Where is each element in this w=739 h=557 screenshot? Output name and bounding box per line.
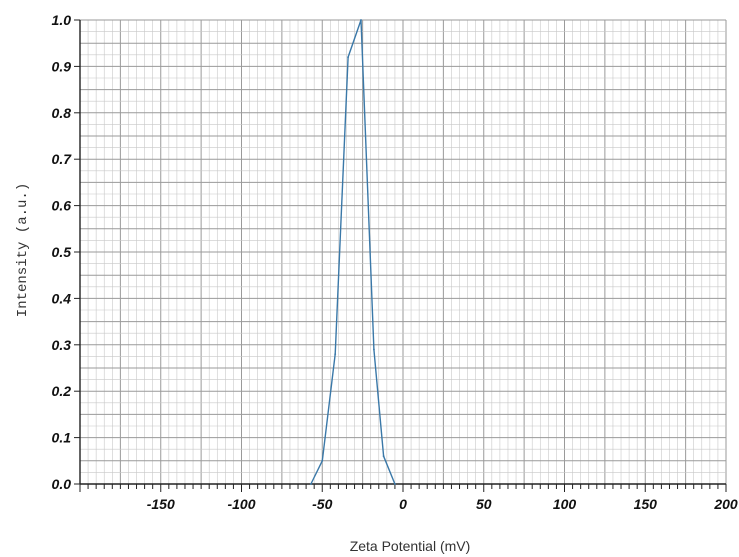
x-tick-label: 100	[553, 496, 577, 512]
data-point	[373, 348, 375, 351]
x-tick-label: -100	[227, 496, 255, 512]
series-line	[310, 19, 396, 485]
x-axis-label: Zeta Potential (mV)	[350, 538, 471, 554]
x-tick-label: -50	[312, 496, 332, 512]
y-tick-label: 0.1	[52, 430, 72, 446]
data-point	[310, 483, 312, 485]
series-layer	[310, 19, 396, 485]
data-point	[321, 459, 324, 462]
y-tick-label: 0.9	[52, 58, 72, 74]
grid	[79, 19, 727, 485]
tick-labels: 0.0 0.1 0.2 0.3 0.4 0.5 0.6 0.7 0.8 0.9 1.0 -150 -10…	[52, 12, 738, 512]
data-point	[347, 56, 349, 59]
y-tick-label: 1.0	[52, 12, 72, 28]
data-point	[382, 455, 385, 458]
y-tick-label: 0.4	[52, 290, 72, 306]
y-tick-label: 0.0	[52, 476, 72, 492]
y-tick-label: 0.7	[52, 151, 73, 167]
data-point	[394, 483, 396, 485]
axes	[74, 19, 727, 492]
x-tick-label: -150	[147, 496, 175, 512]
x-tick-label: 150	[634, 496, 658, 512]
y-axis-label: Intensity (a.u.)	[15, 183, 31, 317]
data-point	[334, 353, 337, 355]
x-tick-label: 200	[713, 496, 738, 512]
x-tick-label: 0	[399, 496, 407, 512]
y-tick-label: 0.3	[52, 337, 72, 353]
y-tick-label: 0.2	[52, 383, 72, 399]
x-tick-label: 50	[476, 496, 492, 512]
y-tick-label: 0.6	[52, 198, 72, 214]
y-tick-label: 0.8	[52, 105, 72, 121]
y-tick-label: 0.5	[52, 244, 72, 260]
data-point	[360, 19, 362, 21]
